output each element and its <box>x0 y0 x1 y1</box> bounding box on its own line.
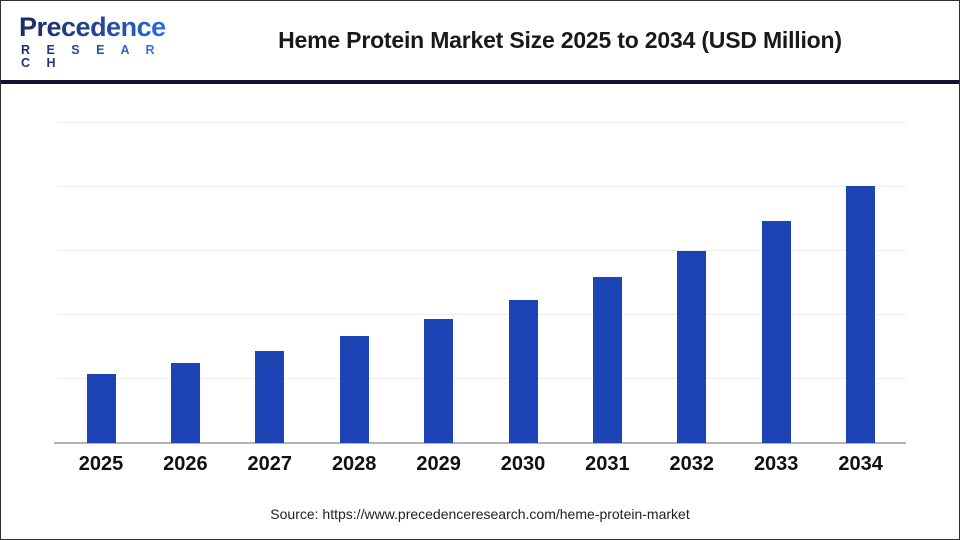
gridline <box>57 122 906 123</box>
bar-2026 <box>170 363 200 443</box>
x-axis-label: 2029 <box>416 453 461 475</box>
bar-2032 <box>677 251 707 443</box>
logo-wordmark: Precedence <box>19 14 171 41</box>
bar-2027 <box>255 351 285 443</box>
x-axis-label: 2032 <box>669 453 715 475</box>
x-axis-label: 2033 <box>753 453 799 475</box>
gridline <box>57 186 906 187</box>
bar-2025 <box>86 374 116 443</box>
bar-2033 <box>761 221 791 443</box>
x-axis-labels: 2025 2026 2027 2028 2029 2030 2031 2032 2033 2034 <box>57 453 906 477</box>
x-axis-label: 2026 <box>163 453 208 475</box>
gridline <box>57 378 906 379</box>
chart-title: Heme Protein Market Size 2025 to 2034 (U… <box>278 27 842 53</box>
bar-2028 <box>339 336 369 443</box>
x-axis-line <box>54 442 906 444</box>
x-axis-label: 2031 <box>585 453 630 475</box>
source-line: Source: https://www.precedenceresearch.c… <box>270 506 690 522</box>
x-axis-label: 2027 <box>247 453 293 475</box>
header: Precedence R E S E A R C H Heme Protein … <box>1 1 959 80</box>
bar-2034 <box>846 186 876 443</box>
bar-2030 <box>508 300 538 443</box>
x-axis-label: 2028 <box>331 453 377 475</box>
bar-2029 <box>424 319 454 443</box>
precedence-logo: Precedence R E S E A R C H <box>19 14 171 69</box>
x-axis-label: 2034 <box>838 453 883 475</box>
header-divider <box>1 80 959 84</box>
logo-research-text: R E S E A R C H <box>19 44 171 69</box>
x-axis-label: 2030 <box>500 453 546 475</box>
bar-2031 <box>592 277 622 443</box>
gridline <box>57 314 906 315</box>
x-axis-label: 2025 <box>78 453 124 475</box>
gridline <box>57 250 906 251</box>
bar-chart-plot <box>54 98 906 444</box>
